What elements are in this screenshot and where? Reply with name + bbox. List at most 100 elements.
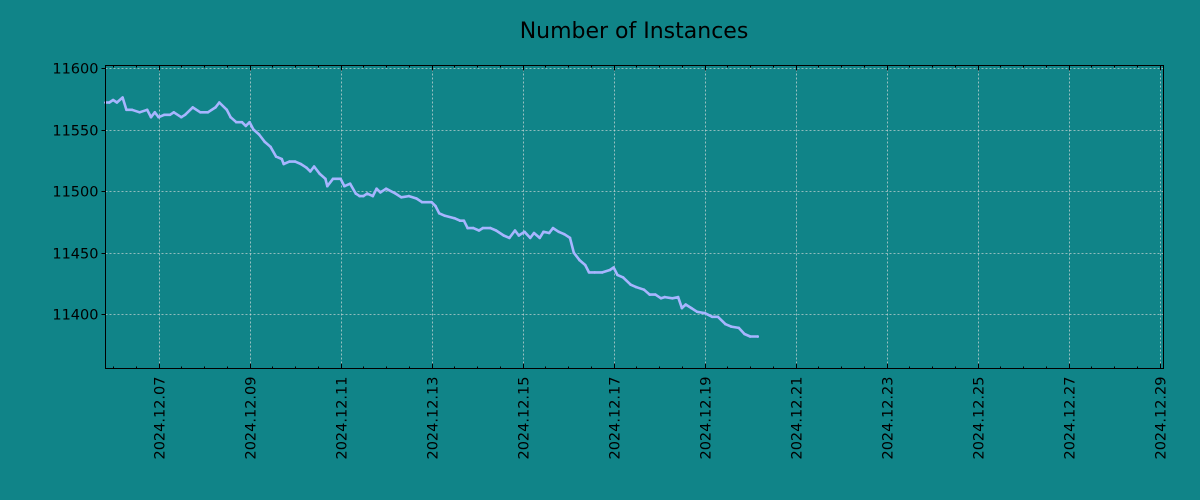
data-point	[430, 200, 433, 204]
data-point	[642, 288, 646, 292]
data-point	[407, 194, 411, 198]
data-point	[680, 306, 684, 310]
data-point	[710, 315, 714, 319]
x-tick-label: 2024.12.13	[426, 377, 442, 460]
data-point	[214, 106, 217, 109]
data-point	[578, 258, 581, 262]
data-point	[513, 229, 517, 232]
x-tick-label: 2024.12.11	[335, 377, 351, 460]
data-point	[489, 226, 492, 230]
data-point	[375, 187, 378, 190]
data-point	[563, 232, 566, 236]
data-point	[309, 170, 312, 173]
data-point	[274, 155, 278, 158]
data-point	[729, 325, 733, 328]
plot-frame	[105, 65, 1164, 369]
data-point	[616, 273, 619, 277]
data-point	[362, 194, 365, 198]
x-tick-label: 2024.12.21	[790, 377, 806, 460]
data-point	[206, 111, 210, 114]
data-point	[523, 230, 526, 234]
data-point	[229, 115, 232, 119]
data-point	[517, 234, 521, 237]
data-point	[108, 101, 111, 104]
data-point	[587, 271, 591, 274]
data-point	[621, 276, 625, 279]
data-point	[690, 306, 693, 310]
data-point	[354, 192, 358, 195]
data-point	[125, 108, 128, 112]
data-point	[756, 335, 759, 338]
data-point	[434, 204, 437, 208]
data-point	[183, 113, 187, 117]
data-point	[583, 263, 587, 267]
x-tick-label: 2024.12.25	[972, 377, 988, 460]
y-axis: 11400 11450 11500 11550 11600	[52, 62, 106, 324]
data-point	[629, 283, 632, 287]
data-point	[282, 162, 286, 166]
data-point	[384, 187, 388, 190]
x-tick-label: 2024.12.17	[608, 377, 624, 460]
y-tick-label: 11500	[52, 185, 98, 201]
data-point	[145, 108, 149, 112]
data-point	[420, 200, 424, 204]
data-point	[180, 115, 183, 119]
data-point	[252, 128, 255, 131]
data-point	[240, 120, 244, 124]
data-point	[130, 108, 134, 112]
data-point	[324, 177, 327, 181]
data-point	[502, 234, 506, 237]
y-tick-label: 11450	[52, 247, 98, 263]
data-point	[557, 230, 560, 234]
data-point	[663, 295, 667, 299]
data-point	[191, 106, 194, 109]
data-point	[593, 271, 596, 274]
data-point	[684, 303, 687, 306]
data-point	[379, 191, 382, 194]
x-tick-label: 2024.12.23	[881, 377, 897, 460]
data-point	[481, 226, 485, 230]
data-point	[695, 310, 699, 314]
data-point	[472, 226, 475, 230]
data-point	[394, 192, 397, 195]
data-point	[601, 271, 604, 274]
data-point	[115, 101, 119, 104]
data-point	[305, 166, 308, 169]
data-point	[659, 297, 663, 300]
data-point	[263, 140, 267, 144]
data-point	[288, 160, 291, 163]
data-point	[538, 236, 541, 240]
data-point	[466, 226, 469, 230]
data-point	[269, 145, 272, 149]
data-point	[157, 115, 160, 119]
data-point	[299, 162, 303, 166]
data-point	[326, 184, 329, 188]
data-point	[149, 115, 153, 119]
data-point	[331, 177, 335, 181]
data-point	[343, 184, 346, 188]
chart-title: Number of Instances	[520, 19, 749, 44]
data-point	[494, 229, 498, 232]
x-tick-label: 2024.12.15	[517, 377, 533, 460]
data-point	[138, 111, 141, 114]
data-point	[225, 108, 229, 112]
grid	[105, 65, 1164, 369]
x-tick-label: 2024.12.07	[153, 377, 169, 460]
x-tick-label: 2024.12.09	[244, 377, 260, 460]
data-point	[676, 295, 680, 299]
data-point	[743, 332, 746, 336]
data-point	[528, 236, 532, 240]
data-point	[318, 172, 322, 176]
x-tick-label: 2024.12.29	[1154, 377, 1170, 460]
x-tick-label: 2024.12.27	[1063, 377, 1079, 460]
data-point	[703, 311, 706, 315]
y-tick-label: 11600	[52, 62, 98, 78]
y-tick-label: 11550	[52, 124, 98, 140]
data-point	[415, 197, 418, 200]
data-point	[339, 177, 342, 181]
data-point	[648, 293, 651, 296]
data-point	[111, 98, 115, 102]
data-point	[635, 285, 638, 289]
data-point	[218, 101, 221, 104]
